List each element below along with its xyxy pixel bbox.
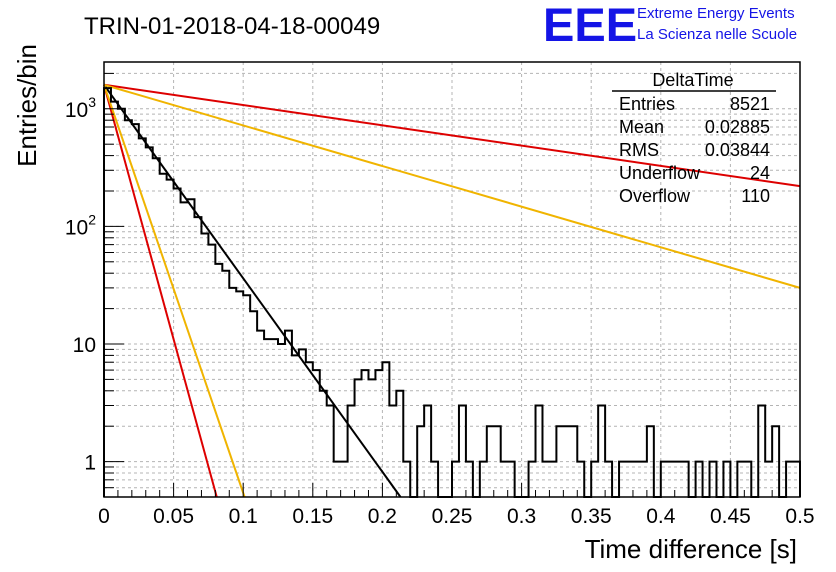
y-tick-label: 102 [65,211,96,239]
y-axis-label: Entries/bin [12,44,42,167]
x-tick-label: 0.4 [646,505,676,528]
stats-rows: Entries 8521 Mean 0.02885 RMS 0.03844Underflo… [619,94,770,206]
logo-line1: Extreme Energy Events [637,5,795,22]
y-tick-label: 10 [73,334,96,357]
fit-line [103,84,246,498]
x-tick-label: 0.15 [292,505,333,528]
stats-value: 0.02885 [705,117,770,137]
y-tick-labels: 1 10 102 103 [65,94,96,475]
x-tick-label: 0 [98,505,110,528]
y-tick-label: 103 [65,94,96,122]
y-tick-label: 1 [84,452,96,475]
grid [104,62,800,497]
eee-logo: EEE Extreme Energy Events La Scienza nel… [543,0,797,51]
stats-value: 24 [750,163,770,183]
stats-label: RMS [619,140,659,160]
fit-line [103,83,801,188]
chart-title: TRIN-01-2018-04-18-00049 [84,13,380,40]
fit-line [103,84,218,498]
x-tick-label: 0.2 [368,505,397,528]
x-tick-label: 0.1 [229,505,258,528]
x-tick-label: 0.25 [432,505,473,528]
stats-value: 110 [741,186,770,206]
stats-label: Overflow [619,186,691,206]
x-tick-label: 0.45 [710,505,751,528]
stats-label: Mean [619,117,664,137]
stats-title: DeltaTime [652,70,733,90]
logo-line2: La Scienza nelle Scuole [637,26,797,43]
logo-mark: EEE [543,0,637,51]
x-tick-label: 0.5 [785,505,814,528]
axis-ticks [103,72,801,498]
x-tick-label: 0.3 [507,505,536,528]
stats-label: Underflow [619,163,701,183]
x-tick-label: 0.05 [153,505,194,528]
fit-line [103,83,801,289]
x-tick-label: 0.35 [571,505,612,528]
stats-label: Entries [619,94,675,114]
stats-value: 8521 [730,94,770,114]
histogram-series [103,87,801,498]
stats-value: 0.03844 [705,140,770,160]
stats-box: DeltaTime Entries 8521 Mean 0.02885 RMS 0.038… [612,70,776,206]
x-axis-label: Time difference [s] [585,534,797,564]
x-tick-labels: 0 0.05 0.1 0.15 0.2 0.25 0.3 0.35 0.4 0.45 0.5 [98,505,814,528]
